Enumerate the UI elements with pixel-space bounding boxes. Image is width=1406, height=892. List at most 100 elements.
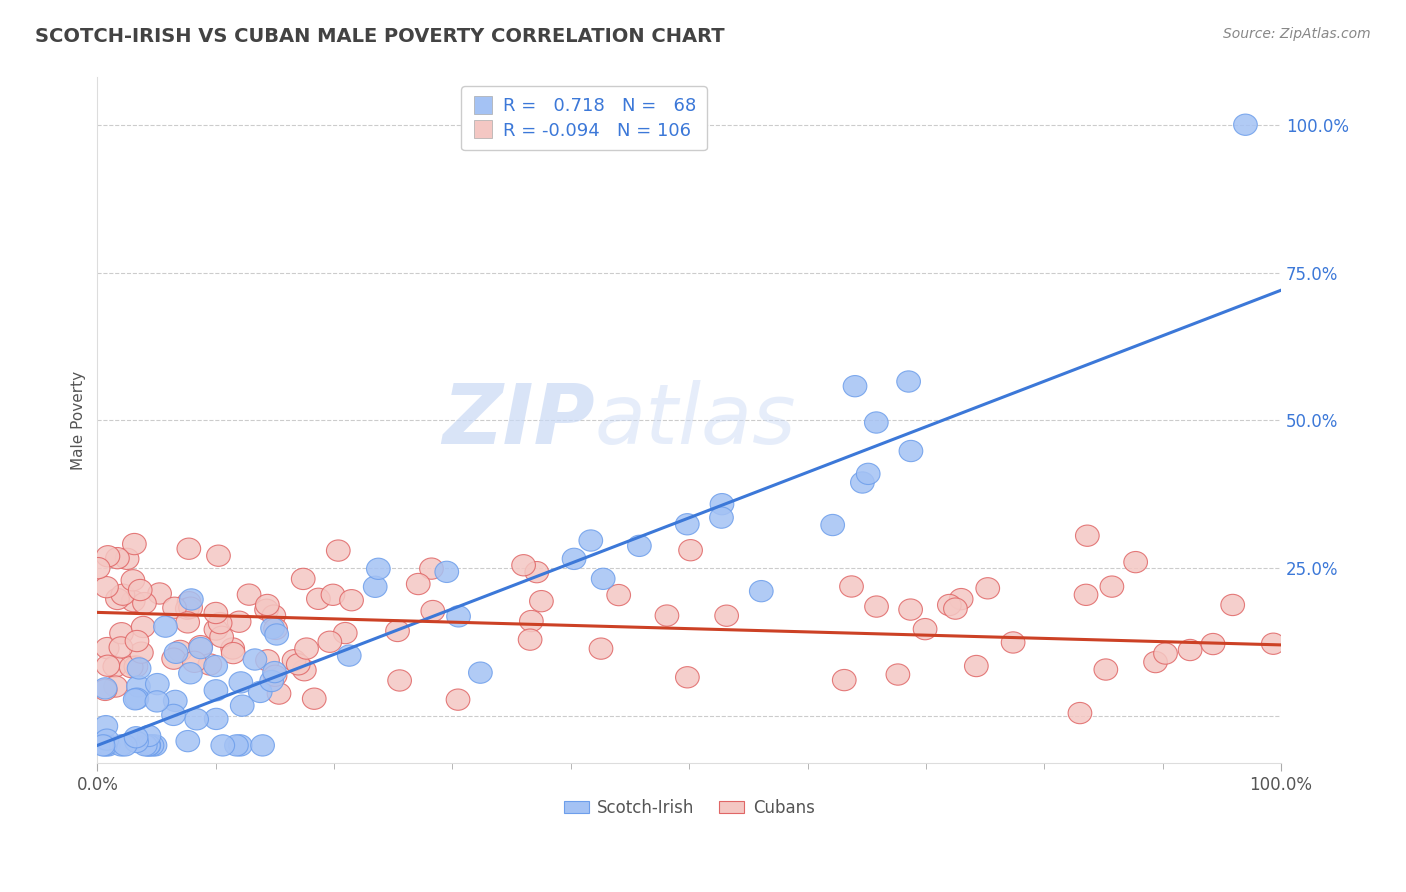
Ellipse shape (177, 538, 201, 559)
Ellipse shape (204, 619, 228, 640)
Ellipse shape (209, 626, 233, 648)
Ellipse shape (208, 613, 232, 633)
Ellipse shape (1233, 114, 1257, 136)
Ellipse shape (1094, 659, 1118, 681)
Ellipse shape (420, 600, 444, 622)
Ellipse shape (264, 618, 287, 640)
Ellipse shape (176, 731, 200, 752)
Ellipse shape (321, 584, 344, 606)
Ellipse shape (710, 507, 734, 528)
Ellipse shape (260, 617, 284, 639)
Ellipse shape (176, 612, 200, 633)
Text: SCOTCH-IRISH VS CUBAN MALE POVERTY CORRELATION CHART: SCOTCH-IRISH VS CUBAN MALE POVERTY CORRE… (35, 27, 724, 45)
Ellipse shape (1201, 633, 1225, 655)
Ellipse shape (1261, 633, 1285, 655)
Ellipse shape (287, 654, 311, 675)
Ellipse shape (128, 657, 150, 679)
Ellipse shape (204, 602, 228, 624)
Ellipse shape (856, 463, 880, 484)
Ellipse shape (897, 371, 921, 392)
Ellipse shape (114, 735, 136, 756)
Ellipse shape (886, 664, 910, 685)
Text: ZIP: ZIP (441, 380, 595, 461)
Y-axis label: Male Poverty: Male Poverty (72, 371, 86, 470)
Ellipse shape (204, 656, 228, 677)
Ellipse shape (129, 642, 153, 664)
Ellipse shape (243, 648, 267, 670)
Ellipse shape (97, 735, 120, 756)
Ellipse shape (1143, 651, 1167, 673)
Ellipse shape (267, 683, 291, 704)
Ellipse shape (898, 441, 922, 462)
Ellipse shape (333, 623, 357, 644)
Ellipse shape (914, 618, 936, 640)
Ellipse shape (749, 581, 773, 602)
Ellipse shape (141, 735, 163, 756)
Ellipse shape (221, 642, 245, 664)
Ellipse shape (1074, 584, 1098, 606)
Ellipse shape (225, 735, 249, 756)
Ellipse shape (256, 594, 280, 615)
Ellipse shape (530, 591, 553, 612)
Ellipse shape (655, 605, 679, 626)
Ellipse shape (710, 493, 734, 515)
Ellipse shape (524, 561, 548, 582)
Ellipse shape (519, 629, 541, 650)
Ellipse shape (94, 576, 118, 598)
Ellipse shape (385, 620, 409, 641)
Ellipse shape (821, 515, 845, 536)
Ellipse shape (1123, 551, 1147, 573)
Ellipse shape (363, 576, 387, 598)
Ellipse shape (406, 574, 430, 595)
Ellipse shape (326, 540, 350, 561)
Ellipse shape (148, 582, 172, 604)
Ellipse shape (183, 651, 207, 673)
Ellipse shape (93, 735, 117, 756)
Ellipse shape (188, 635, 212, 657)
Ellipse shape (307, 588, 330, 609)
Ellipse shape (231, 695, 254, 716)
Ellipse shape (839, 576, 863, 597)
Ellipse shape (976, 578, 1000, 599)
Ellipse shape (264, 624, 288, 645)
Ellipse shape (125, 688, 149, 709)
Ellipse shape (367, 558, 391, 580)
Ellipse shape (94, 715, 118, 737)
Ellipse shape (124, 689, 148, 710)
Ellipse shape (125, 731, 149, 753)
Ellipse shape (512, 555, 536, 576)
Ellipse shape (337, 645, 361, 666)
Ellipse shape (96, 638, 120, 658)
Ellipse shape (1220, 594, 1244, 615)
Ellipse shape (153, 616, 177, 637)
Ellipse shape (675, 514, 699, 535)
Ellipse shape (229, 672, 253, 693)
Ellipse shape (211, 735, 235, 756)
Ellipse shape (1001, 632, 1025, 653)
Text: atlas: atlas (595, 380, 796, 461)
Ellipse shape (627, 535, 651, 557)
Ellipse shape (292, 659, 316, 681)
Ellipse shape (110, 735, 134, 756)
Ellipse shape (103, 656, 127, 677)
Ellipse shape (520, 610, 543, 632)
Ellipse shape (115, 549, 139, 569)
Ellipse shape (1099, 576, 1123, 598)
Ellipse shape (865, 596, 889, 617)
Ellipse shape (1069, 702, 1092, 723)
Ellipse shape (965, 656, 988, 677)
Ellipse shape (176, 598, 200, 619)
Ellipse shape (184, 708, 208, 730)
Ellipse shape (340, 590, 363, 611)
Ellipse shape (188, 638, 212, 658)
Ellipse shape (131, 616, 155, 638)
Ellipse shape (318, 632, 342, 652)
Ellipse shape (263, 665, 287, 687)
Ellipse shape (143, 735, 167, 756)
Ellipse shape (832, 669, 856, 690)
Ellipse shape (204, 708, 228, 730)
Ellipse shape (221, 638, 245, 659)
Ellipse shape (134, 735, 157, 756)
Ellipse shape (104, 676, 128, 698)
Ellipse shape (177, 591, 201, 613)
